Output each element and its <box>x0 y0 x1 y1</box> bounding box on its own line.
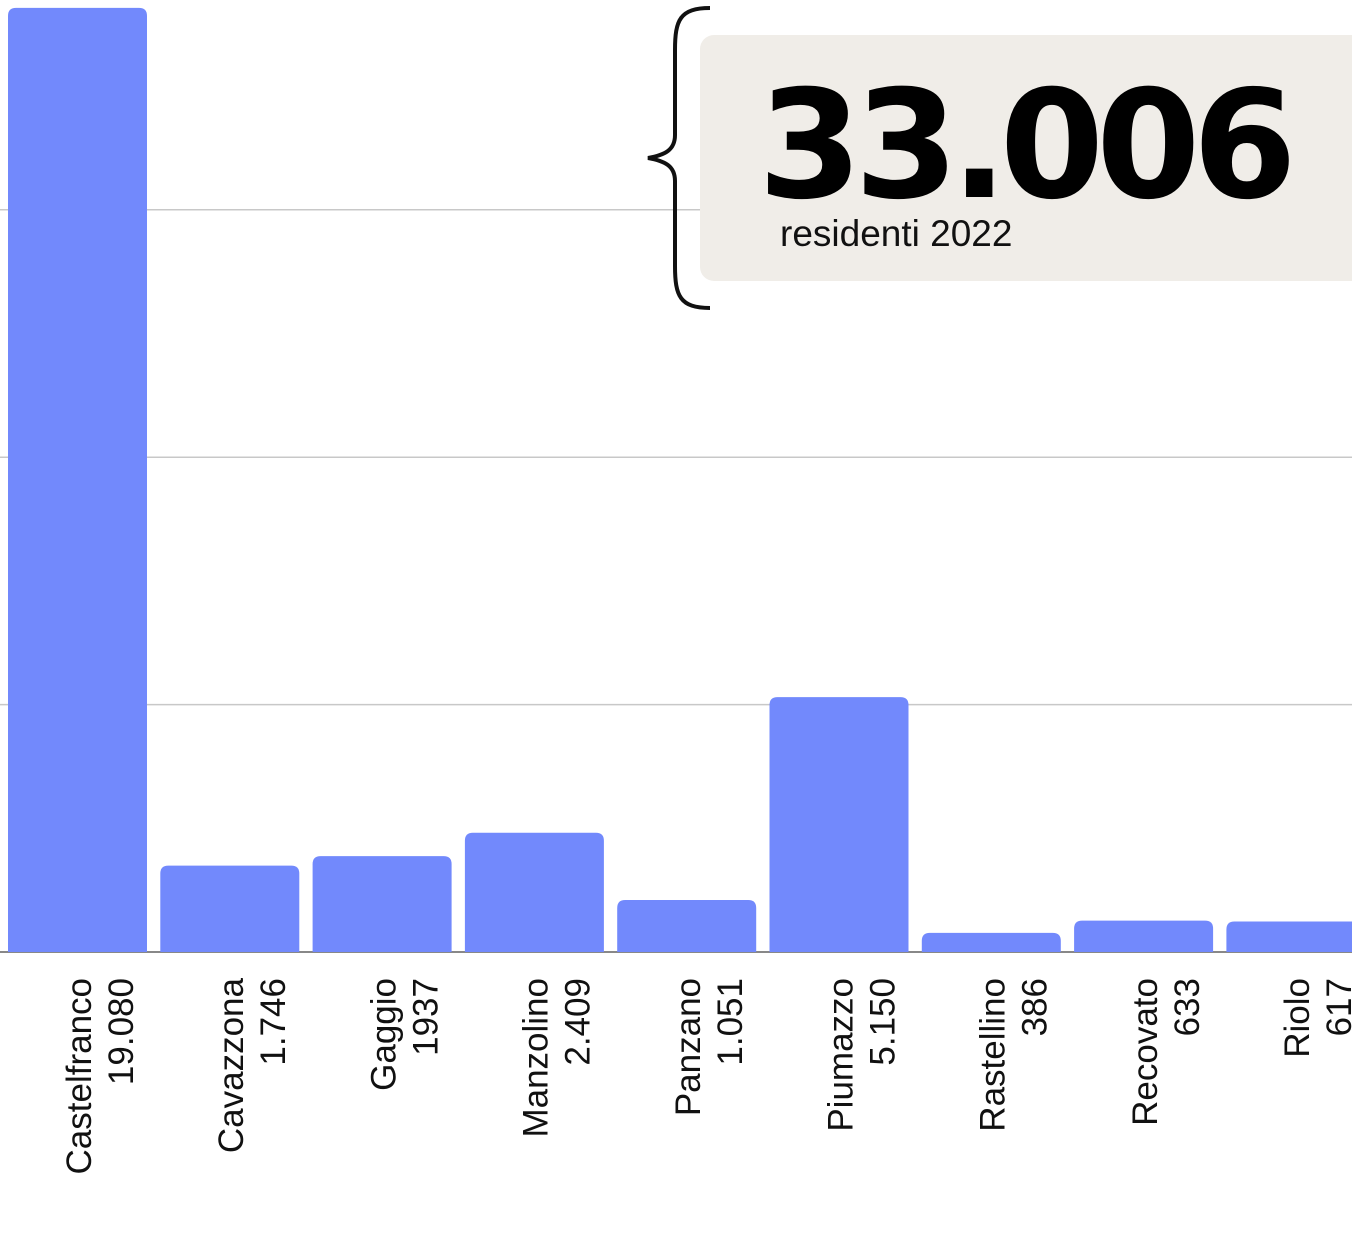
bar <box>617 899 757 952</box>
x-tick-label: Gaggio <box>364 978 403 1091</box>
value-label: 1.746 <box>254 978 293 1066</box>
grid <box>0 209 1352 953</box>
x-tick-label: Recovato <box>1126 978 1165 1126</box>
bar <box>8 7 147 953</box>
x-tick-label: Castelfranco <box>60 978 99 1174</box>
bar <box>160 865 300 952</box>
value-label: 1937 <box>406 978 445 1056</box>
value-label: 5.150 <box>863 978 902 1066</box>
labels: Castelfranco 19.080 Cavazzona 1.746 Gaggio 19… <box>60 977 1352 1174</box>
value-label: 617 <box>1320 978 1352 1036</box>
bar <box>464 832 604 952</box>
annotation-subtitle: residenti 2022 <box>780 213 1012 254</box>
value-label: 19.080 <box>102 978 141 1085</box>
bar <box>1074 920 1214 952</box>
bar <box>1226 921 1352 952</box>
x-tick-label: Manzolino <box>517 978 556 1138</box>
bar <box>769 697 909 952</box>
x-tick-label: Cavazzona <box>212 977 251 1153</box>
bar <box>312 856 452 952</box>
x-tick-label: Piumazzo <box>821 978 860 1132</box>
brace <box>647 6 711 310</box>
x-tick-label: Riolo <box>1278 978 1317 1058</box>
annotation-value: 33.006 <box>758 59 1289 233</box>
value-label: 386 <box>1016 978 1055 1036</box>
x-tick-label: Rastellino <box>974 978 1013 1132</box>
value-label: 2.409 <box>559 978 598 1066</box>
bars <box>8 7 1352 953</box>
annotation-box <box>700 35 1352 281</box>
value-label: 633 <box>1168 978 1207 1036</box>
x-tick-label: Panzano <box>669 978 708 1116</box>
bar <box>921 932 1061 952</box>
value-label: 1.051 <box>711 978 750 1066</box>
